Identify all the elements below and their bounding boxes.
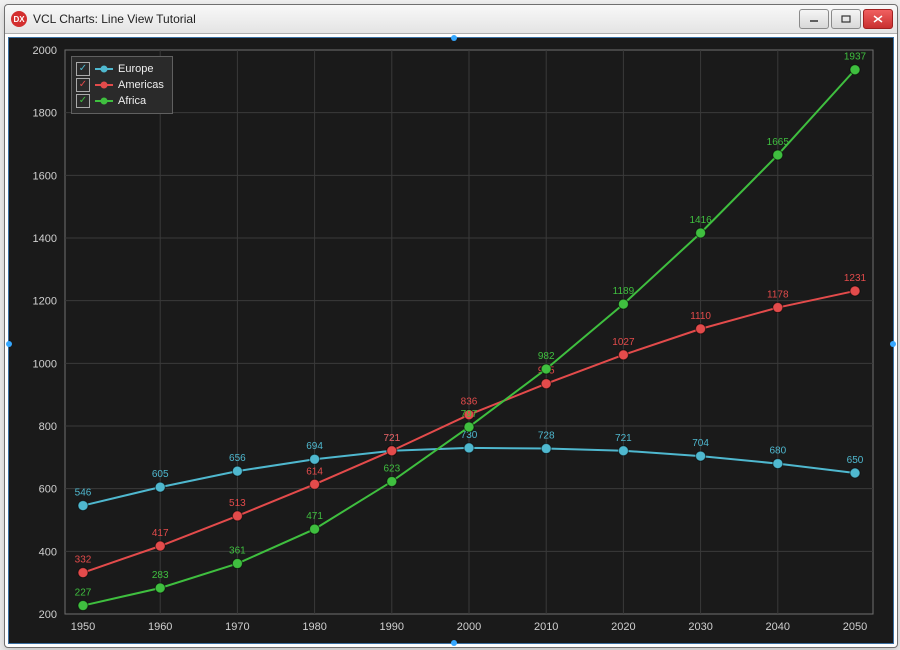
- svg-text:1800: 1800: [33, 108, 57, 120]
- svg-text:600: 600: [39, 484, 57, 496]
- svg-text:721: 721: [615, 433, 632, 444]
- svg-text:1231: 1231: [844, 273, 867, 284]
- legend-label: Africa: [118, 95, 146, 107]
- legend-checkbox-icon[interactable]: ✓: [76, 78, 90, 92]
- maximize-button[interactable]: [831, 9, 861, 29]
- svg-text:1960: 1960: [148, 621, 172, 633]
- svg-text:1950: 1950: [71, 621, 95, 633]
- chart-area[interactable]: 200 400 600 800 1000 1200 1400 1600 1800 2000 1950…: [8, 37, 894, 644]
- svg-text:1189: 1189: [613, 286, 635, 297]
- minimize-button[interactable]: [799, 9, 829, 29]
- svg-text:1027: 1027: [612, 337, 635, 348]
- svg-text:283: 283: [152, 570, 169, 581]
- svg-text:227: 227: [75, 588, 92, 599]
- svg-text:650: 650: [847, 455, 864, 466]
- svg-text:1980: 1980: [302, 621, 326, 633]
- svg-text:2000: 2000: [33, 45, 57, 57]
- svg-text:200: 200: [39, 609, 57, 621]
- svg-text:1600: 1600: [33, 170, 57, 182]
- svg-text:361: 361: [229, 546, 246, 557]
- chart-svg: 200 400 600 800 1000 1200 1400 1600 1800 2000 1950…: [9, 38, 893, 642]
- legend-item-africa[interactable]: ✓ Africa: [76, 93, 164, 109]
- svg-text:2030: 2030: [688, 621, 712, 633]
- svg-text:1970: 1970: [225, 621, 249, 633]
- svg-text:471: 471: [306, 511, 323, 522]
- svg-text:417: 417: [152, 528, 169, 539]
- svg-text:513: 513: [229, 498, 246, 509]
- window-title: VCL Charts: Line View Tutorial: [33, 12, 799, 26]
- legend-line-icon: [95, 68, 113, 70]
- svg-text:1416: 1416: [689, 215, 712, 226]
- svg-text:656: 656: [229, 453, 246, 464]
- svg-text:680: 680: [769, 446, 786, 457]
- svg-text:694: 694: [306, 441, 323, 452]
- svg-text:1200: 1200: [33, 296, 57, 308]
- svg-text:1665: 1665: [767, 137, 790, 148]
- svg-text:623: 623: [383, 463, 400, 474]
- close-button[interactable]: [863, 9, 893, 29]
- svg-text:704: 704: [692, 438, 709, 449]
- svg-text:1937: 1937: [844, 52, 867, 63]
- svg-text:800: 800: [39, 421, 57, 433]
- svg-text:728: 728: [538, 431, 555, 442]
- legend-checkbox-icon[interactable]: ✓: [76, 62, 90, 76]
- svg-text:2040: 2040: [766, 621, 790, 633]
- svg-text:2020: 2020: [611, 621, 635, 633]
- legend-item-europe[interactable]: ✓ Europe: [76, 61, 164, 77]
- svg-text:2050: 2050: [843, 621, 867, 633]
- legend-item-americas[interactable]: ✓ Americas: [76, 77, 164, 93]
- app-icon: DX: [11, 11, 27, 27]
- svg-text:721: 721: [383, 433, 400, 444]
- svg-text:400: 400: [39, 546, 57, 558]
- legend-line-icon: [95, 100, 113, 102]
- svg-text:1178: 1178: [767, 290, 789, 301]
- window-controls: [799, 9, 893, 29]
- svg-text:1000: 1000: [33, 358, 57, 370]
- svg-text:332: 332: [75, 555, 92, 566]
- svg-text:614: 614: [306, 466, 323, 477]
- svg-text:1990: 1990: [380, 621, 404, 633]
- titlebar[interactable]: DX VCL Charts: Line View Tutorial: [5, 5, 897, 34]
- app-window: DX VCL Charts: Line View Tutorial 200 400…: [4, 4, 898, 648]
- svg-text:605: 605: [152, 469, 169, 480]
- legend-checkbox-icon[interactable]: ✓: [76, 94, 90, 108]
- svg-text:982: 982: [538, 351, 555, 362]
- svg-text:836: 836: [461, 397, 478, 408]
- legend-label: Americas: [118, 79, 164, 91]
- svg-text:2010: 2010: [534, 621, 558, 633]
- svg-text:1400: 1400: [33, 233, 57, 245]
- svg-text:1110: 1110: [690, 311, 711, 322]
- svg-text:546: 546: [75, 488, 92, 499]
- svg-text:2000: 2000: [457, 621, 481, 633]
- svg-text:797: 797: [461, 409, 478, 420]
- legend-line-icon: [95, 84, 113, 86]
- legend-label: Europe: [118, 63, 153, 75]
- legend[interactable]: ✓ Europe ✓ Americas ✓ Africa: [71, 56, 173, 114]
